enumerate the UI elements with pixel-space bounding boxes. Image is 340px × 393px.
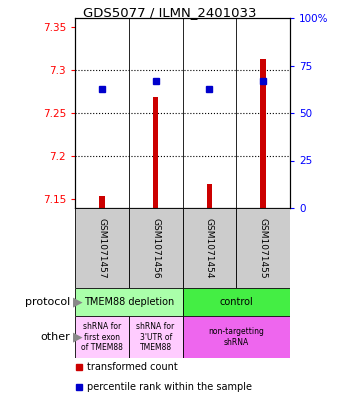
- Text: ▶: ▶: [73, 331, 83, 343]
- Text: transformed count: transformed count: [87, 362, 177, 372]
- Text: GSM1071456: GSM1071456: [151, 218, 160, 278]
- Bar: [207, 184, 212, 208]
- Bar: [75, 316, 129, 358]
- Bar: [183, 316, 290, 358]
- Text: protocol: protocol: [25, 297, 70, 307]
- Text: GDS5077 / ILMN_2401033: GDS5077 / ILMN_2401033: [83, 6, 257, 19]
- Bar: [153, 97, 158, 208]
- Text: other: other: [40, 332, 70, 342]
- Text: shRNA for
first exon
of TMEM88: shRNA for first exon of TMEM88: [81, 322, 123, 352]
- Bar: [129, 208, 183, 288]
- Text: non-targetting
shRNA: non-targetting shRNA: [208, 327, 264, 347]
- Text: shRNA for
3'UTR of
TMEM88: shRNA for 3'UTR of TMEM88: [136, 322, 175, 352]
- Bar: [129, 316, 183, 358]
- Bar: [99, 196, 105, 208]
- Bar: [183, 208, 236, 288]
- Bar: [236, 208, 290, 288]
- Text: TMEM88 depletion: TMEM88 depletion: [84, 297, 174, 307]
- Bar: [183, 288, 290, 316]
- Bar: [75, 288, 183, 316]
- Bar: [75, 208, 129, 288]
- Text: control: control: [219, 297, 253, 307]
- Text: percentile rank within the sample: percentile rank within the sample: [87, 382, 252, 392]
- Text: ▶: ▶: [73, 296, 83, 309]
- Text: GSM1071455: GSM1071455: [259, 218, 268, 278]
- Bar: [260, 59, 266, 208]
- Text: GSM1071457: GSM1071457: [97, 218, 106, 278]
- Text: GSM1071454: GSM1071454: [205, 218, 214, 278]
